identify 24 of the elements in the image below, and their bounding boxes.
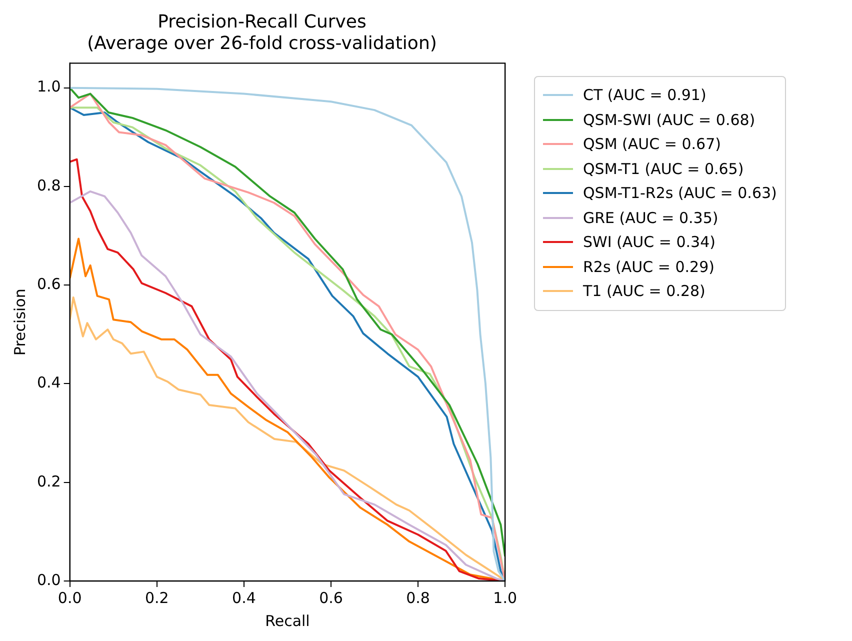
x-tick-label: 0.8 — [406, 588, 430, 607]
legend-label: GRE (AUC = 0.35) — [583, 208, 718, 227]
legend-label: QSM-T1 (AUC = 0.65) — [583, 160, 744, 178]
legend-label: QSM-SWI (AUC = 0.68) — [583, 110, 756, 129]
y-tick-label: 0.0 — [36, 570, 61, 589]
x-tick-label: 0.0 — [58, 588, 82, 607]
legend-label: R2s (AUC = 0.29) — [583, 258, 714, 276]
x-tick-label: 0.6 — [319, 588, 343, 607]
y-tick-label: 0.4 — [36, 374, 61, 392]
y-tick-label: 0.6 — [36, 275, 61, 294]
legend-label: QSM (AUC = 0.67) — [583, 135, 721, 154]
y-tick-label: 0.8 — [36, 176, 61, 194]
x-tick-label: 0.2 — [144, 588, 169, 607]
y-tick-label: 1.0 — [36, 78, 61, 96]
y-tick-label: 0.2 — [36, 472, 61, 490]
legend-label: T1 (AUC = 0.28) — [583, 282, 706, 300]
x-axis-title: Recall — [265, 612, 310, 630]
chart-title: Precision-Recall Curves (Average over 26-fold cross-validation) — [87, 11, 437, 54]
x-tick-label: 0.4 — [232, 588, 256, 607]
legend-label: CT (AUC = 0.91) — [583, 86, 706, 104]
y-axis-title: Precision — [10, 288, 29, 356]
legend-label: SWI (AUC = 0.34) — [583, 233, 716, 252]
x-tick-label: 1.0 — [493, 588, 517, 607]
legend-label: QSM-T1-R2s (AUC = 0.63) — [583, 184, 777, 202]
